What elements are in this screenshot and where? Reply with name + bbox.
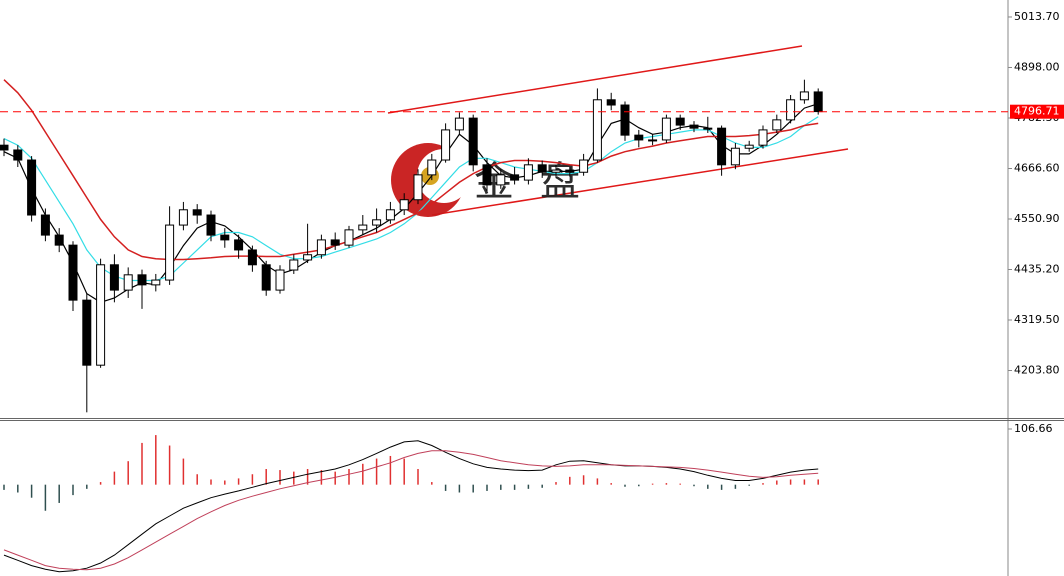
candle-body	[634, 134, 644, 141]
candle-body	[482, 164, 492, 186]
candle-body	[813, 91, 823, 113]
candle-body	[579, 159, 589, 173]
candle-body	[0, 144, 9, 151]
candle-body	[96, 264, 106, 366]
candle-body	[537, 164, 547, 173]
candle-body	[592, 99, 602, 161]
candle-body	[689, 124, 699, 129]
candle-body	[82, 299, 92, 366]
candle-body	[523, 164, 533, 181]
candle-body	[372, 219, 382, 226]
candle-body	[648, 139, 658, 142]
candle-body	[703, 127, 713, 130]
y-tick-label: 4319.50	[1014, 313, 1060, 326]
last-price-label: 4796.71	[1014, 105, 1060, 118]
candle-body	[40, 214, 50, 236]
candle-body	[758, 129, 768, 146]
candle-body	[772, 119, 782, 131]
candle-body	[468, 117, 478, 166]
candle-body	[303, 254, 313, 261]
candle-body	[496, 174, 506, 186]
indicator-tick-label: 106.66	[1014, 422, 1053, 435]
y-tick-label: 5013.70	[1014, 10, 1060, 23]
candle-body	[620, 104, 630, 136]
indicator-line	[3, 450, 819, 571]
candle-body	[606, 99, 616, 106]
candle-body	[661, 117, 671, 141]
candle-body	[54, 234, 64, 246]
last-price-box	[1010, 104, 1064, 119]
candle-body	[151, 279, 161, 286]
candle-body	[441, 129, 451, 161]
y-tick-label: 4550.90	[1014, 212, 1060, 225]
y-tick-label: 4203.80	[1014, 364, 1060, 377]
channel-upper	[387, 45, 803, 114]
candle-body	[220, 234, 230, 241]
candle-body	[123, 274, 133, 291]
candle-body	[399, 199, 409, 211]
candle-body	[192, 209, 202, 216]
indicator-line	[3, 440, 819, 573]
candle-body	[510, 174, 520, 181]
candle-body	[799, 91, 809, 101]
candle-body	[675, 117, 685, 126]
candle-body	[344, 229, 354, 246]
candle-body	[13, 149, 23, 161]
candle-body	[289, 259, 299, 271]
candle-body	[358, 224, 368, 231]
candle-body	[27, 159, 37, 216]
candle-body	[275, 269, 285, 291]
candle-body	[165, 224, 175, 281]
candle-body	[68, 244, 78, 301]
moving-average	[3, 79, 819, 261]
candle-body	[385, 209, 395, 221]
y-tick-label: 4435.20	[1014, 263, 1060, 276]
candle-body	[178, 209, 188, 226]
candle-body	[316, 239, 326, 256]
candle-body	[330, 239, 340, 246]
candle-body	[551, 169, 561, 173]
y-tick-label: 4898.00	[1014, 60, 1060, 73]
channel-lower	[431, 148, 849, 216]
candle-body	[730, 147, 740, 166]
candle-body	[427, 159, 437, 176]
candle-body	[717, 127, 727, 166]
candle-body	[565, 169, 575, 173]
candle-body	[413, 174, 423, 201]
candle-body	[786, 99, 796, 121]
candle-body	[744, 144, 754, 149]
candle-body	[206, 214, 216, 236]
candle-body	[454, 117, 464, 131]
channel-lines	[387, 45, 849, 216]
y-tick-label: 4666.60	[1014, 161, 1060, 174]
candle-body	[109, 264, 119, 291]
candle-body	[137, 274, 147, 286]
candle-body	[247, 249, 257, 266]
candle-body	[234, 239, 244, 251]
candle-body	[261, 264, 271, 291]
